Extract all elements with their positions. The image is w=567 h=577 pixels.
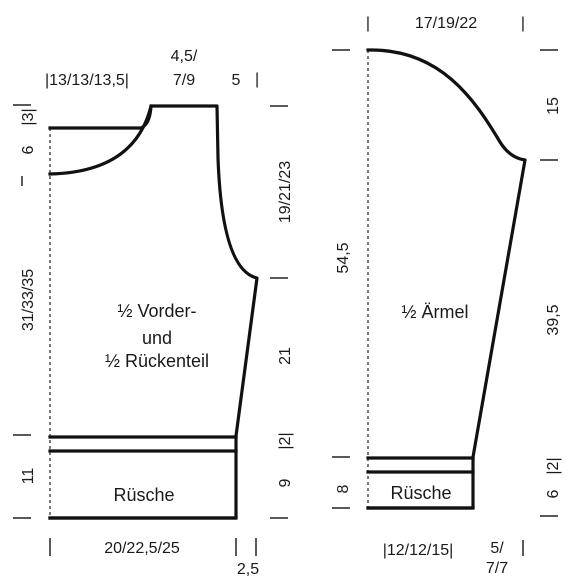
body-dim-left-6: 6 [20, 145, 37, 154]
body-dim-left-main: 31/33/35 [20, 269, 37, 331]
body-dim-left-top: |3| [20, 108, 37, 125]
body-dim-shoulder: |13/13/13,5| [45, 72, 129, 89]
body-label-line3: ½ Rückenteil [105, 351, 209, 371]
body-label-line2: und [142, 328, 172, 348]
sleeve-dim-left-8: 8 [335, 484, 352, 493]
body-dim-bottom: 20/22,5/25 [104, 540, 180, 557]
sleeve-dim-right-2: |2| [545, 457, 562, 474]
sleeve-piece: ½ Ärmel Rüsche | 17/19/22 | 54,5 8 15 39… [332, 15, 562, 577]
body-dim-bottom-small: 2,5 [237, 561, 259, 577]
body-dim-neck-right-bar: | [255, 71, 259, 88]
body-ruffle-label: Rüsche [113, 485, 174, 505]
sleeve-ruffle-label: Rüsche [390, 483, 451, 503]
sleeve-dim-left-main: 54,5 [335, 242, 352, 273]
body-dim-neck-line1: 4,5/ [171, 48, 198, 65]
body-piece: ½ Vorder- und ½ Rückenteil Rüsche |13/13… [13, 48, 294, 577]
body-dim-left-11: 11 [20, 468, 37, 485]
sleeve-dim-bottom-right-line2: 7/7 [486, 560, 508, 577]
sleeve-dim-right-15: 15 [545, 97, 562, 115]
sleeve-outline [366, 48, 527, 510]
sleeve-dim-right-39: 39,5 [545, 304, 562, 335]
sleeve-dim-bottom-right-line1: 5/ [490, 540, 504, 557]
body-dim-right-21: 21 [277, 347, 294, 365]
body-dim-right-armhole: 19/21/23 [277, 161, 294, 223]
body-dim-neck-right: 5 [232, 72, 241, 89]
sleeve-label: ½ Ärmel [401, 302, 468, 322]
body-label-line1: ½ Vorder- [117, 301, 196, 321]
sleeve-dim-top-bar-right: | [521, 15, 525, 32]
sleeve-dim-top-bar-left: | [366, 15, 370, 32]
sleeve-dim-bottom: |12/12/15| [383, 542, 454, 559]
body-dim-right-2: |2| [277, 432, 294, 449]
body-front-neckline [48, 104, 153, 176]
sleeve-dim-top: 17/19/22 [415, 15, 477, 32]
sleeve-dim-right-6: 6 [545, 489, 562, 498]
body-dim-neck-line2: 7/9 [173, 72, 195, 89]
body-dim-right-9: 9 [277, 478, 294, 487]
